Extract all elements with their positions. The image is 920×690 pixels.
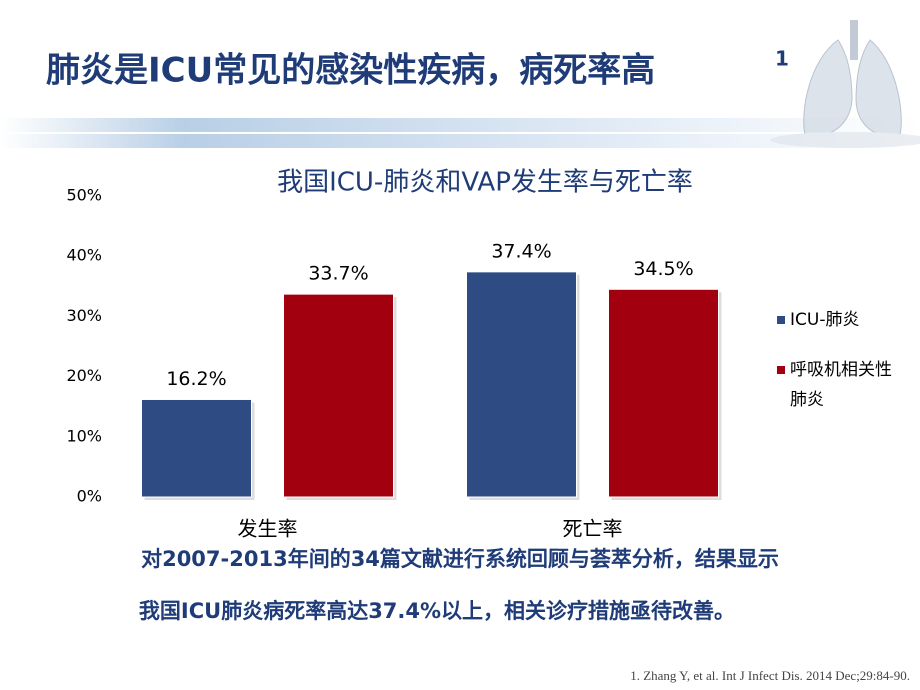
summary-line: 对2007-2013年间的34篇文献进行系统回顾与荟萃分析，结果显示 [141,547,779,571]
y-tick-label: 10% [66,426,102,445]
y-tick-label: 30% [66,306,102,325]
x-tick-label: 死亡率 [563,517,623,541]
y-tick-label: 50% [66,186,102,205]
x-tick-label: 发生率 [238,517,298,541]
bar [141,398,252,498]
legend-item: 呼吸机相关性肺炎 [777,355,908,415]
lung-illustration [770,20,920,148]
y-tick-label: 40% [66,246,102,265]
footnote: 1. Zhang Y, et al. Int J Infect Dis. 201… [630,668,910,683]
bar [283,293,394,498]
bar [466,271,577,498]
chart-title: 我国ICU-肺炎和VAP发生率与死亡率 [277,168,693,198]
summary-line: 我国ICU肺炎病死率高达37.4%以上，相关诊疗措施亟待改善。 [139,599,735,623]
legend-label: 呼吸机相关性肺炎 [790,360,892,410]
legend-item: ICU-肺炎 [777,305,908,335]
value-label: 34.5% [633,258,693,280]
legend-swatch [777,366,785,374]
legend-label: ICU-肺炎 [790,310,860,330]
y-tick-label: 0% [77,487,102,506]
legend-swatch [777,316,785,324]
value-label: 16.2% [166,368,226,390]
value-label: 37.4% [491,240,551,262]
title-ref: 1 [775,47,789,71]
bar [608,288,719,498]
slide-title: 肺炎是ICU常见的感染性疾病，病死率高 [46,51,655,91]
value-label: 33.7% [308,263,368,285]
y-tick-label: 20% [66,366,102,385]
